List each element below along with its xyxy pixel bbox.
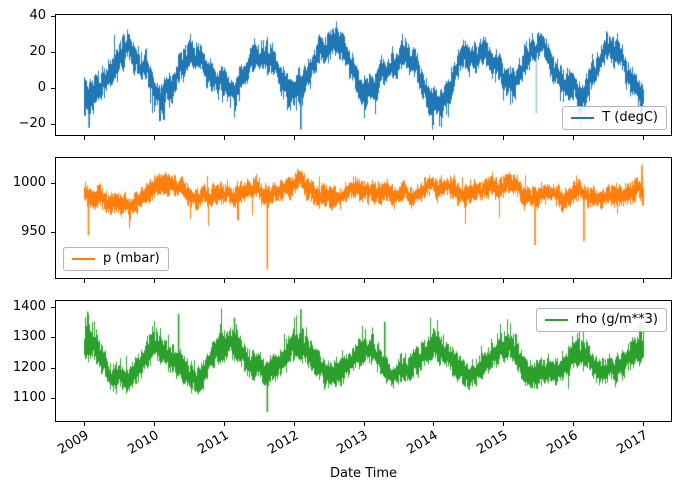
x-tick-label-text: 2016 <box>544 428 581 458</box>
x-tick <box>223 422 225 426</box>
legend-label-temperature: T (degC) <box>602 110 658 125</box>
y-tick <box>51 337 55 339</box>
legend-pressure: p (mbar) <box>63 247 169 271</box>
x-tick <box>503 279 505 283</box>
x-tick <box>433 422 435 426</box>
subplot-pressure: p (mbar) <box>55 157 672 279</box>
x-tick <box>363 136 365 140</box>
legend-line-temperature-icon <box>571 116 595 119</box>
x-tick <box>643 136 645 140</box>
x-tick <box>363 422 365 426</box>
legend-temperature: T (degC) <box>562 106 667 130</box>
x-tick <box>83 136 85 140</box>
x-tick <box>643 422 645 426</box>
y-tick <box>51 367 55 369</box>
x-tick-label-text: 2011 <box>195 428 232 458</box>
y-tick <box>51 232 55 234</box>
y-tick-label: 1100 <box>12 390 46 406</box>
x-tick <box>293 422 295 426</box>
x-tick-label-text: 2010 <box>125 428 162 458</box>
x-tick <box>503 422 505 426</box>
x-tick <box>363 279 365 283</box>
x-tick-label-text: 2014 <box>404 428 441 458</box>
legend-density: rho (g/m**3) <box>535 308 667 332</box>
x-tick-label-text: 2013 <box>334 428 371 458</box>
x-tick <box>223 279 225 283</box>
legend-label-density: rho (g/m**3) <box>575 312 658 327</box>
y-tick <box>51 88 55 90</box>
legend-line-pressure-icon <box>72 257 95 260</box>
y-tick <box>51 16 55 18</box>
legend-label-pressure: p (mbar) <box>103 251 160 266</box>
x-tick <box>153 422 155 426</box>
y-tick <box>51 398 55 400</box>
x-tick <box>83 422 85 426</box>
x-tick <box>153 136 155 140</box>
x-tick-label-text: 2017 <box>614 428 651 458</box>
y-tick <box>51 182 55 184</box>
y-tick-label: 950 <box>21 224 46 240</box>
y-tick <box>51 124 55 126</box>
y-tick <box>51 52 55 54</box>
x-tick <box>293 136 295 140</box>
y-tick-label: 1400 <box>12 299 46 315</box>
x-tick <box>433 279 435 283</box>
x-tick-label-text: 2012 <box>264 428 302 458</box>
x-tick <box>573 422 575 426</box>
y-tick-label: 40 <box>29 8 46 24</box>
x-tick <box>153 279 155 283</box>
x-tick <box>643 279 645 283</box>
y-tick <box>51 307 55 309</box>
y-tick-label: 1200 <box>12 359 46 375</box>
x-tick <box>83 279 85 283</box>
subplot-density: rho (g/m**3) <box>55 300 672 422</box>
x-tick <box>433 136 435 140</box>
legend-line-density-icon <box>544 318 568 321</box>
subplot-temperature: T (degC) <box>55 14 672 136</box>
x-tick <box>293 279 295 283</box>
y-tick-label: 1300 <box>12 329 46 345</box>
y-tick-label: 1000 <box>12 174 46 190</box>
x-tick <box>573 279 575 283</box>
y-tick-label: 0 <box>37 80 46 96</box>
y-tick-label: −20 <box>18 116 46 132</box>
x-tick-label-text: 2009 <box>55 428 92 458</box>
x-tick <box>223 136 225 140</box>
y-tick-label: 20 <box>29 44 46 60</box>
x-tick <box>503 136 505 140</box>
x-tick <box>573 136 575 140</box>
x-tick-label-text: 2015 <box>474 428 511 458</box>
x-axis-title: Date Time <box>329 466 398 481</box>
